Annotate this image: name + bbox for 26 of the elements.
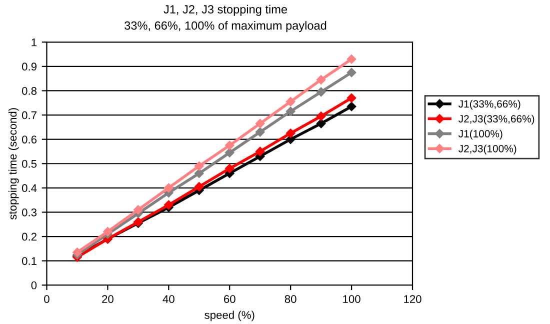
legend-label: J2,J3(100%) [458, 144, 516, 154]
y-tick-label: 0.7 [22, 111, 36, 120]
legend-label: J1(100%) [458, 130, 502, 140]
y-tick-label: 0.9 [22, 62, 37, 71]
y-tick-label: 0.8 [22, 86, 37, 95]
x-tick-label: 80 [284, 295, 296, 304]
x-tick-label: 100 [343, 295, 360, 304]
y-tick-label: 0.4 [22, 184, 37, 192]
y-tick-label: 0 [31, 281, 37, 290]
x-tick-label: 0 [44, 295, 50, 304]
x-tick-label: 40 [162, 295, 174, 304]
y-tick-label: 0.6 [22, 136, 37, 144]
chart-subtitle: 33%, 66%, 100% of maximum payload [124, 21, 326, 32]
x-tick-label: 20 [102, 295, 114, 304]
y-tick-label: 0.3 [22, 208, 37, 216]
x-tick-label: 60 [224, 295, 236, 304]
legend-label: J2,J3(33%,66%) [458, 114, 534, 125]
y-tick-label: 0.2 [22, 232, 36, 241]
x-axis-title: speed (%) [204, 310, 254, 322]
y-tick-label: 0.1 [22, 257, 36, 265]
chart-title: J1, J2, J3 stopping time [164, 4, 287, 16]
legend-label: J1(33%,66%) [458, 100, 520, 110]
y-tick-label: 0.5 [22, 160, 37, 168]
y-tick-label: 1 [32, 38, 36, 46]
x-tick-label: 120 [404, 295, 422, 304]
y-axis-title: stopping time (second) [8, 108, 19, 220]
